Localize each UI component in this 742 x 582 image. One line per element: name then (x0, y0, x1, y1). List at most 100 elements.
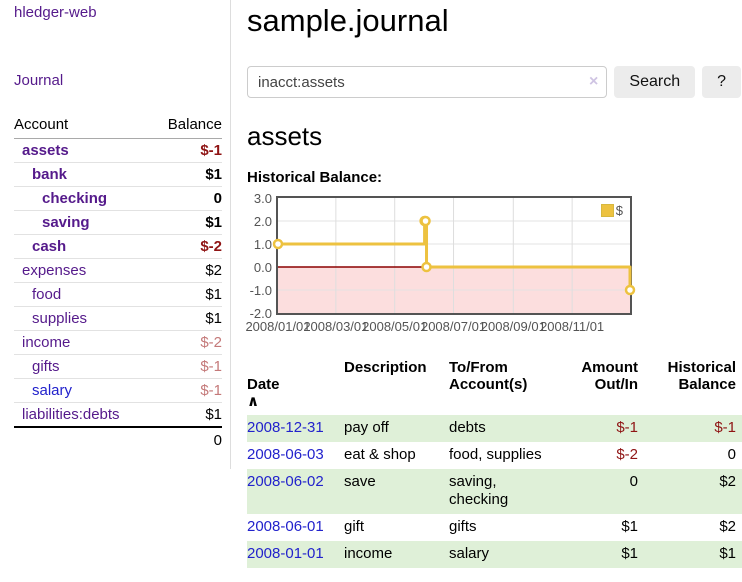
account-link[interactable]: supplies (32, 310, 88, 327)
transaction-balance: 0 (727, 446, 736, 463)
account-balance: $1 (205, 286, 222, 303)
search-button[interactable]: Search (614, 66, 696, 98)
account-balance: $2 (205, 262, 222, 279)
sort-ascending-icon: ∧ (247, 393, 260, 410)
transaction-amount: $-2 (616, 446, 638, 463)
account-row-checking: checking 0 (14, 187, 222, 211)
transaction-amount: $1 (621, 518, 638, 535)
account-row-expenses: expenses $2 (14, 259, 222, 283)
x-tick-label: 2008/07/01 (420, 319, 487, 334)
page-title: sample.journal (247, 3, 449, 38)
transaction-date-link[interactable]: 2008-01-01 (247, 545, 324, 562)
y-tick-label: 0.0 (253, 260, 272, 275)
y-tick-label: -1.0 (249, 283, 272, 298)
x-tick-label: 2008/01/01 (245, 319, 311, 334)
chart-legend: $ (598, 202, 625, 219)
sidebar-item-journal[interactable]: Journal (14, 72, 64, 89)
brand-link[interactable]: hledger-web (14, 4, 97, 21)
search-input[interactable] (247, 66, 608, 98)
transaction-balance: $2 (719, 518, 736, 535)
account-link[interactable]: gifts (32, 358, 60, 375)
register-row: 2008-12-31 pay off debts $-1 $-1 (247, 415, 742, 442)
transaction-accounts: debts (449, 419, 486, 436)
clear-search-icon[interactable]: × (589, 73, 599, 90)
account-row-salary: salary $-1 (14, 379, 222, 403)
account-row-cash: cash $-2 (14, 235, 222, 259)
account-balance: $1 (205, 166, 222, 183)
search-box: × (247, 66, 608, 98)
account-row-bank: bank $1 (14, 163, 222, 187)
register-row: 2008-06-01 gift gifts $1 $2 (247, 514, 742, 541)
register-header-amount: Amount Out/In (581, 359, 638, 393)
legend-label: $ (615, 203, 623, 218)
account-link[interactable]: bank (32, 166, 68, 183)
balance-column-header: Balance (167, 116, 222, 133)
account-link[interactable]: assets (22, 142, 69, 159)
x-tick-label: 2008/05/01 (362, 319, 428, 334)
account-row-liabilities-debts: liabilities:debts $1 (14, 403, 222, 426)
transaction-description: eat & shop (344, 446, 416, 463)
register-header-date[interactable]: Date ∧ (247, 356, 344, 415)
account-column-header: Account (14, 116, 69, 133)
x-tick-label: 2008/03/01 (303, 319, 369, 334)
search-form: × Search ? (247, 66, 741, 98)
transaction-description: save (344, 473, 376, 490)
register-table: Date ∧ Description To/From Account(s) Am… (247, 356, 742, 568)
account-row-gifts: gifts $-1 (14, 355, 222, 379)
account-balance: $-1 (200, 358, 222, 375)
app-window: hledger-web Journal Account Balance asse… (0, 0, 742, 568)
account-balance: $-1 (200, 142, 222, 159)
transaction-date-link[interactable]: 2008-06-02 (247, 473, 324, 490)
accounts-table: Account Balance assets $-1 bank $1 check… (14, 112, 222, 453)
account-link[interactable]: cash (32, 238, 67, 255)
account-balance: $1 (205, 406, 222, 423)
account-link[interactable]: saving (42, 214, 90, 231)
y-tick-label: 2.0 (253, 214, 272, 229)
accounts-total-value: 0 (213, 432, 222, 449)
account-link[interactable]: liabilities:debts (22, 406, 120, 423)
register-row: 2008-01-01 income salary $1 $1 (247, 541, 742, 568)
register-header-description: Description (344, 359, 427, 376)
y-tick-label: 1.0 (253, 237, 272, 252)
transaction-balance: $2 (719, 473, 736, 490)
register-header-row: Date ∧ Description To/From Account(s) Am… (247, 356, 742, 415)
transaction-balance: $-1 (714, 419, 736, 436)
account-link[interactable]: food (32, 286, 62, 303)
y-tick-label: 3.0 (253, 191, 272, 206)
transaction-description: income (344, 545, 393, 562)
account-balance: $1 (205, 310, 222, 327)
transaction-amount: $1 (621, 545, 638, 562)
transaction-accounts: food, supplies (449, 446, 542, 463)
account-link[interactable]: checking (42, 190, 108, 207)
account-link[interactable]: expenses (22, 262, 87, 279)
transaction-amount: $-1 (616, 419, 638, 436)
transaction-accounts: salary (449, 545, 490, 562)
x-tick-label: 2008/11/01 (540, 319, 605, 334)
account-balance: $-1 (200, 382, 222, 399)
accounts-table-header: Account Balance (14, 112, 222, 139)
main-content: sample.journal × Search ? assets Histori… (231, 0, 742, 568)
transaction-balance: $1 (719, 545, 736, 562)
chart-x-axis: 2008/01/01 2008/03/01 2008/05/01 2008/07/01… (245, 315, 634, 337)
register-header-accounts: To/From Account(s) (449, 359, 528, 393)
account-link[interactable]: income (22, 334, 71, 351)
register-row: 2008-06-02 save saving, checking 0 $2 (247, 469, 742, 514)
account-link[interactable]: salary (32, 382, 73, 399)
sidebar: hledger-web Journal Account Balance asse… (0, 0, 231, 469)
register-row: 2008-06-03 eat & shop food, supplies $-2… (247, 442, 742, 469)
transaction-accounts: gifts (449, 518, 477, 535)
transaction-date-link[interactable]: 2008-06-01 (247, 518, 324, 535)
transaction-description: gift (344, 518, 365, 535)
legend-swatch-icon (600, 204, 614, 217)
account-row-food: food $1 (14, 283, 222, 307)
date-header-label: Date (247, 376, 280, 393)
account-balance: 0 (213, 190, 222, 207)
transaction-date-link[interactable]: 2008-06-03 (247, 446, 324, 463)
help-button[interactable]: ? (702, 66, 741, 98)
account-row-supplies: supplies $1 (14, 307, 222, 331)
register-header-balance: Historical Balance (667, 359, 736, 393)
accounts-total-row: 0 (14, 426, 222, 453)
transaction-date-link[interactable]: 2008-12-31 (247, 419, 324, 436)
account-heading: assets (247, 121, 323, 151)
account-row-saving: saving $1 (14, 211, 222, 235)
